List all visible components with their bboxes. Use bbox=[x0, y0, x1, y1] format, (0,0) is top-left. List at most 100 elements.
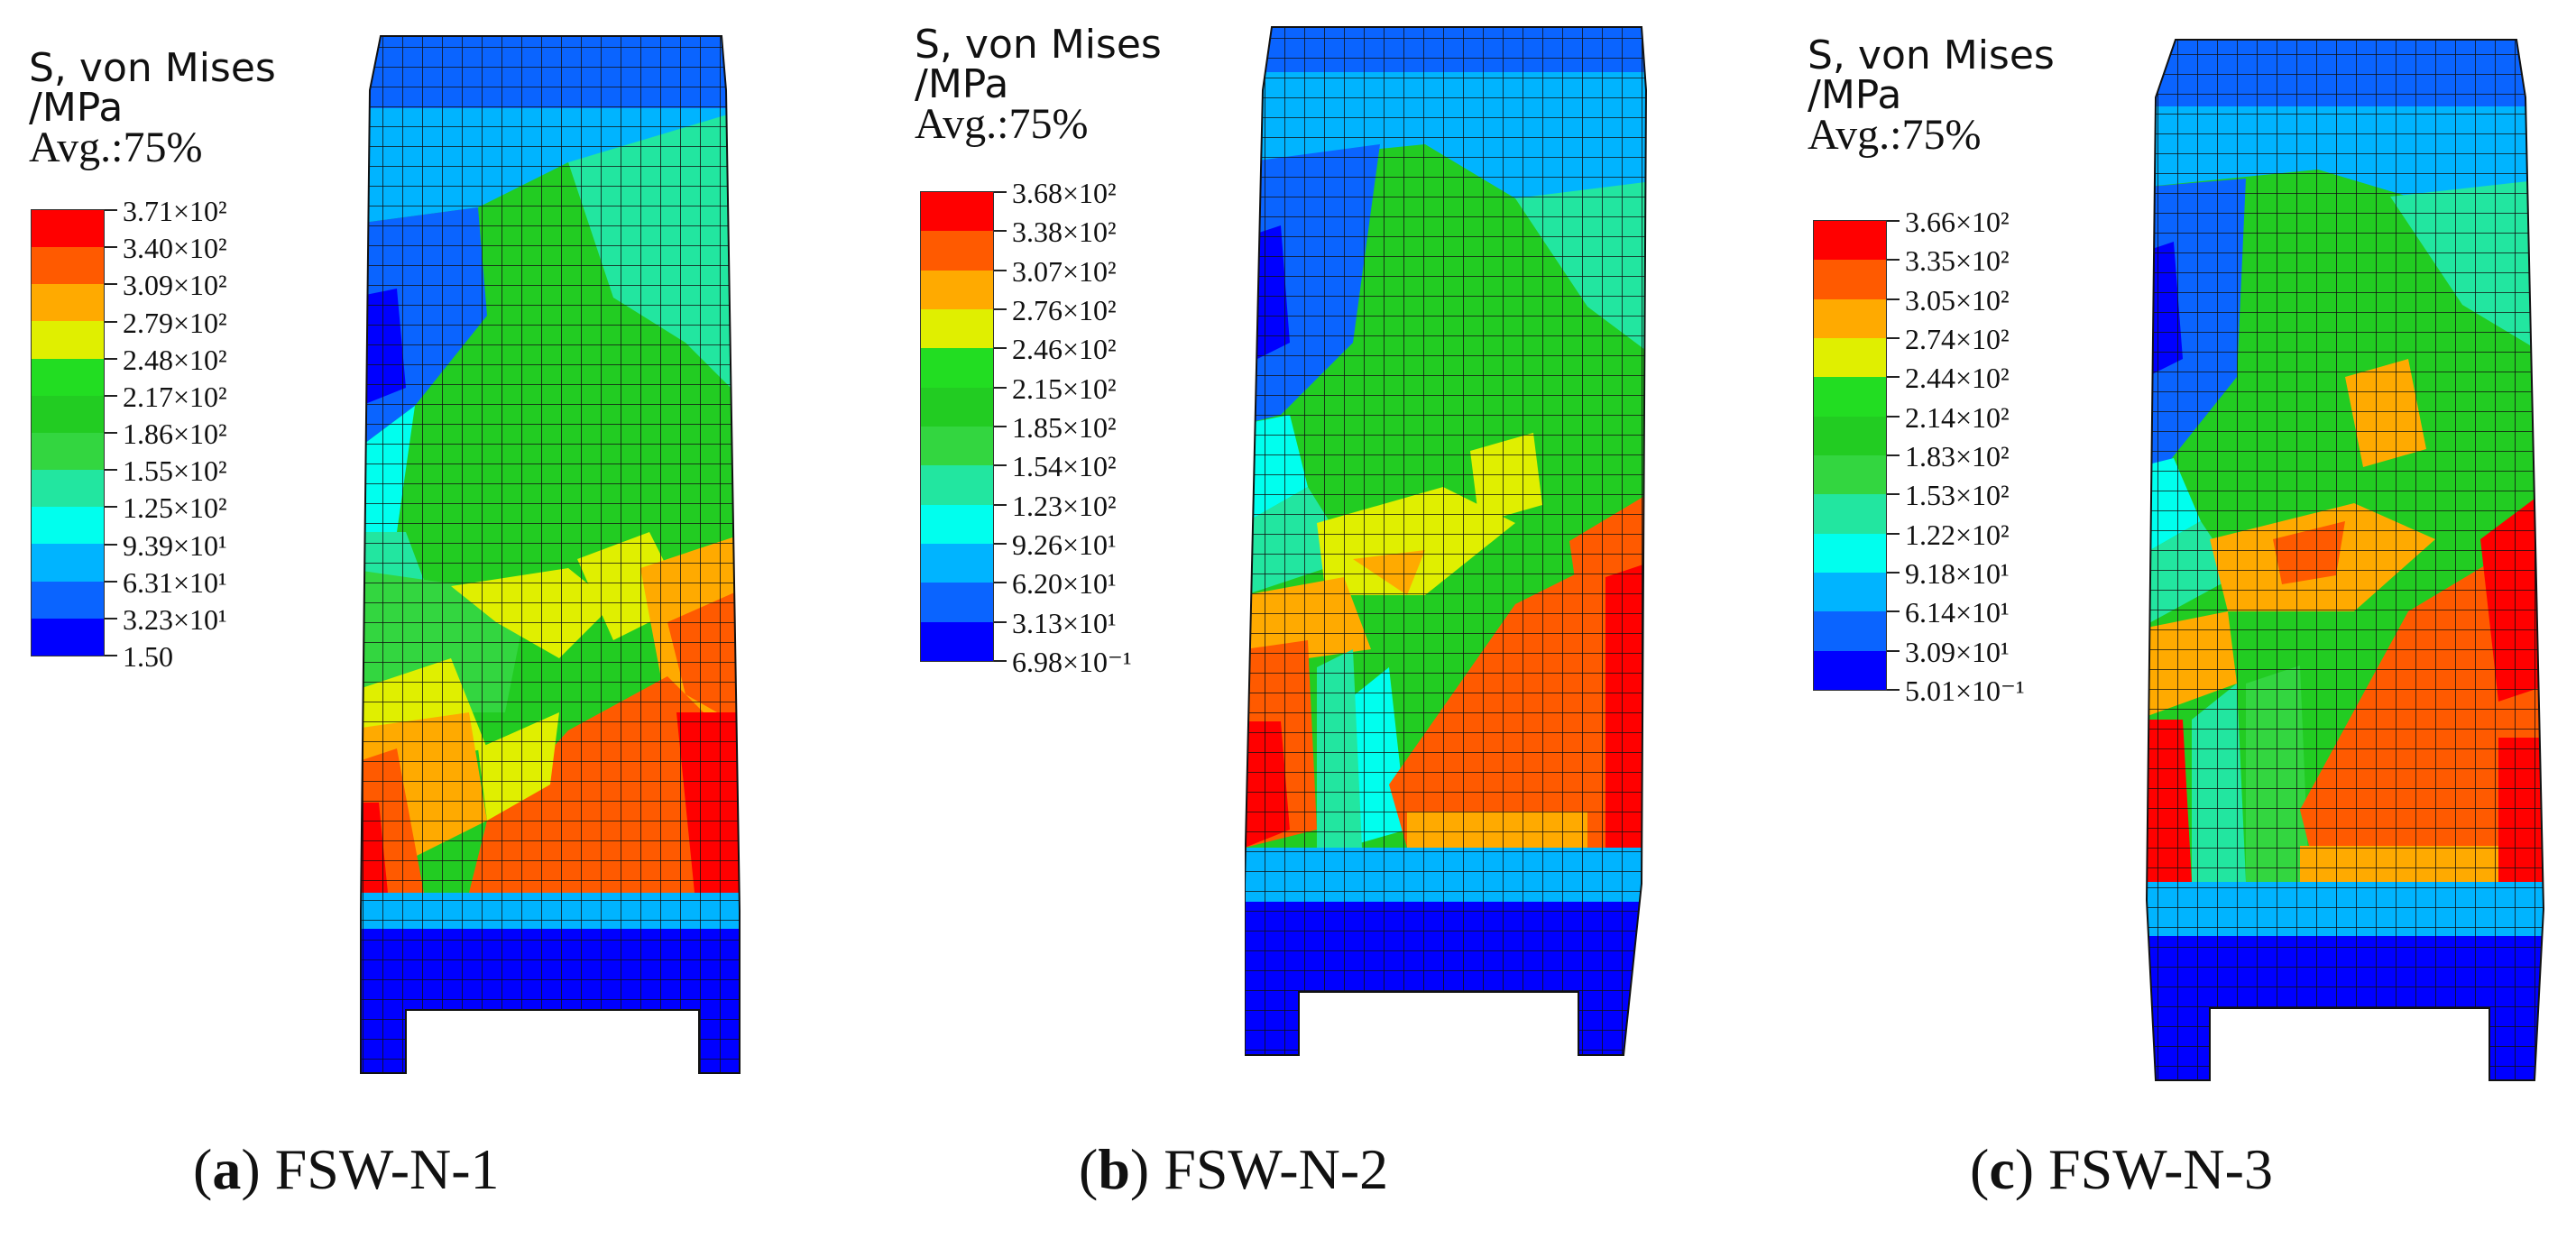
legend-tick bbox=[105, 320, 117, 323]
legend-value-label: 2.14×10² bbox=[1905, 400, 2010, 434]
legend-value-label: 9.26×10¹ bbox=[1012, 528, 1117, 561]
legend-tick bbox=[1887, 259, 1900, 262]
legend-tick bbox=[1887, 454, 1900, 456]
legend-tick bbox=[105, 617, 117, 620]
legend-tick bbox=[994, 543, 1007, 545]
legend-swatch bbox=[921, 583, 993, 622]
legend-swatch bbox=[32, 507, 104, 545]
legend-swatch bbox=[32, 618, 104, 656]
legend-swatch bbox=[1814, 572, 1886, 612]
legend-tick bbox=[1887, 649, 1900, 652]
legend-value-label: 2.15×10² bbox=[1012, 372, 1117, 405]
caption: (a) FSW-N-1 bbox=[193, 1137, 500, 1201]
legend-swatch bbox=[1814, 221, 1886, 261]
legend-swatch bbox=[32, 395, 104, 433]
caption: (c) FSW-N-3 bbox=[1970, 1137, 2273, 1201]
legend-swatch bbox=[921, 504, 993, 544]
legend-tick bbox=[994, 191, 1007, 193]
legend-value-label: 3.71×10² bbox=[123, 195, 227, 227]
legend-swatch bbox=[1814, 337, 1886, 378]
legend-value-label: 1.86×10² bbox=[123, 418, 227, 450]
legend-tick bbox=[105, 283, 117, 286]
legend-tick bbox=[105, 394, 117, 397]
legend-swatch bbox=[32, 358, 104, 396]
legend-tick bbox=[105, 209, 117, 211]
legend-swatch bbox=[1814, 260, 1886, 299]
legend-value-label: 1.25×10² bbox=[123, 491, 227, 525]
legend-swatch bbox=[32, 321, 104, 359]
legend-tick bbox=[1887, 532, 1900, 535]
legend-swatch bbox=[1814, 416, 1886, 455]
legend-value-label: 3.35×10² bbox=[1905, 244, 2010, 278]
legend-value-label: 3.09×10² bbox=[123, 269, 227, 302]
legend-value-label: 3.13×10¹ bbox=[1012, 606, 1117, 639]
legend-swatch bbox=[32, 470, 104, 508]
legend-swatch bbox=[32, 432, 104, 471]
legend-swatch bbox=[32, 581, 104, 619]
legend-swatch bbox=[32, 284, 104, 322]
legend-value-label: 1.85×10² bbox=[1012, 411, 1117, 444]
legend-title: S, von Mises /MPa Avg.:75% bbox=[1808, 32, 2055, 159]
legend-tick bbox=[1887, 610, 1900, 613]
legend-tick bbox=[994, 582, 1007, 584]
legend-swatch bbox=[1814, 454, 1886, 495]
legend-value-label: 3.40×10² bbox=[123, 232, 227, 265]
legend-tick bbox=[994, 347, 1007, 350]
legend-tick bbox=[994, 426, 1007, 427]
legend-swatch bbox=[1814, 611, 1886, 651]
legend-tick bbox=[105, 506, 117, 509]
legend-value-label: 9.39×10¹ bbox=[123, 528, 227, 562]
legend-tick bbox=[1887, 337, 1900, 339]
legend-tick bbox=[105, 543, 117, 546]
legend-value-label: 2.79×10² bbox=[123, 306, 227, 339]
legend-value-label: 3.05×10² bbox=[1905, 283, 2010, 317]
legend-swatch bbox=[921, 270, 993, 309]
legend-tick bbox=[105, 246, 117, 249]
legend-value-label: 1.22×10² bbox=[1905, 518, 2010, 551]
legend-value-label: 2.46×10² bbox=[1012, 333, 1117, 366]
legend-tick bbox=[994, 464, 1007, 467]
legend-swatch bbox=[1814, 533, 1886, 573]
legend-swatch bbox=[921, 308, 993, 349]
legend-value-label: 2.17×10² bbox=[123, 380, 227, 413]
legend-tick bbox=[1887, 689, 1900, 691]
legend-swatch bbox=[921, 192, 993, 232]
legend-tick bbox=[994, 230, 1007, 233]
legend-swatch bbox=[1814, 298, 1886, 338]
legend-tick bbox=[994, 386, 1007, 389]
specimen-contour-plot bbox=[2145, 39, 2545, 1081]
legend-tick bbox=[1887, 415, 1900, 418]
legend-value-label: 1.55×10² bbox=[123, 454, 227, 488]
legend-swatch bbox=[921, 387, 993, 427]
legend-tick bbox=[1887, 572, 1900, 574]
legend-tick bbox=[105, 357, 117, 360]
legend-swatch bbox=[921, 348, 993, 388]
legend-swatch bbox=[921, 543, 993, 583]
legend-value-label: 2.48×10² bbox=[123, 343, 227, 376]
legend-value-label: 6.31×10¹ bbox=[123, 565, 227, 599]
legend-value-label: 2.44×10² bbox=[1905, 362, 2010, 395]
legend-value-label: 3.23×10¹ bbox=[123, 602, 227, 636]
legend-tick bbox=[994, 308, 1007, 310]
legend-swatch bbox=[1814, 650, 1886, 690]
legend-swatch bbox=[32, 247, 104, 285]
legend-value-label: 6.20×10¹ bbox=[1012, 567, 1117, 601]
specimen-contour-plot bbox=[360, 35, 741, 1074]
legend-swatch bbox=[921, 231, 993, 271]
legend-tick bbox=[105, 580, 117, 583]
legend-tick bbox=[994, 503, 1007, 506]
legend-title: S, von Mises /MPa Avg.:75% bbox=[915, 22, 1162, 148]
legend-tick bbox=[994, 620, 1007, 623]
legend-tick bbox=[105, 469, 117, 472]
legend-value-label: 1.54×10² bbox=[1012, 450, 1117, 483]
legend-value-label: 1.23×10² bbox=[1012, 489, 1117, 522]
legend-swatch bbox=[921, 426, 993, 466]
legend-tick bbox=[105, 432, 117, 434]
legend-tick bbox=[1887, 376, 1900, 379]
legend-tick bbox=[1887, 220, 1900, 222]
caption: (b) FSW-N-2 bbox=[1079, 1137, 1389, 1201]
legend-value-label: 3.66×10² bbox=[1905, 206, 2010, 238]
legend-title: S, von Mises /MPa Avg.:75% bbox=[29, 45, 276, 171]
legend-value-label: 1.53×10² bbox=[1905, 479, 2010, 512]
legend-value-label: 3.38×10² bbox=[1012, 216, 1117, 249]
